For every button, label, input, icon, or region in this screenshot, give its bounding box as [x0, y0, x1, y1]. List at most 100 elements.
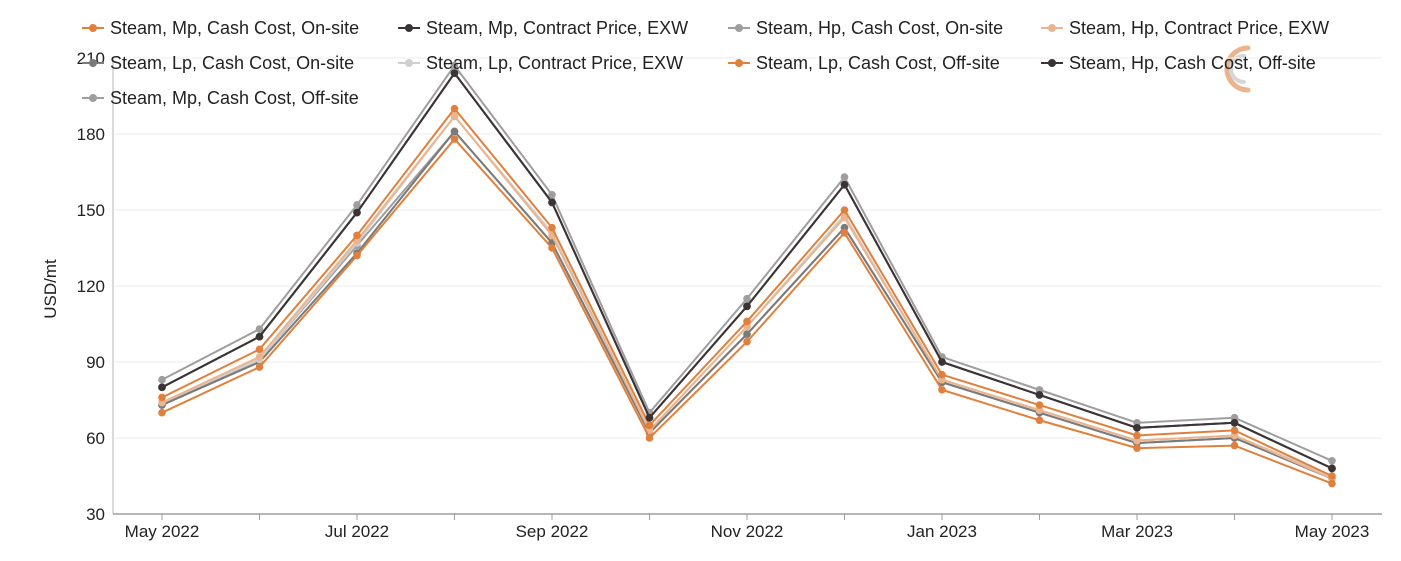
data-point — [743, 330, 751, 338]
data-point — [1035, 401, 1044, 409]
series-line — [158, 69, 1336, 473]
legend-marker-icon — [735, 24, 743, 32]
data-point — [158, 393, 166, 402]
data-point — [548, 244, 556, 252]
legend-marker-icon — [405, 24, 413, 32]
data-point — [645, 434, 654, 442]
data-point — [840, 206, 849, 214]
data-point — [255, 345, 264, 354]
series-path — [161, 137, 1333, 485]
data-point — [353, 201, 361, 209]
data-point — [158, 383, 166, 392]
data-point — [450, 61, 459, 70]
x-tick-label: Sep 2022 — [516, 522, 589, 541]
data-point — [255, 332, 264, 341]
data-point — [1133, 431, 1141, 440]
data-point — [1328, 472, 1336, 480]
legend-item[interactable]: Steam, Hp, Cash Cost, Off-site — [1041, 53, 1316, 73]
y-axis-title: USD/mt — [41, 259, 60, 319]
logo-c-inner-icon — [1229, 54, 1246, 84]
legend-item[interactable]: Steam, Lp, Cash Cost, Off-site — [728, 53, 1000, 73]
x-tick-label: Nov 2022 — [711, 522, 784, 541]
series-line — [158, 104, 1336, 480]
data-point — [548, 191, 556, 199]
x-tick-label: May 2023 — [1295, 522, 1370, 541]
logo-c-icon — [1224, 45, 1251, 93]
legend-marker-icon — [1048, 59, 1056, 67]
logo-watermark — [1224, 45, 1251, 93]
data-point — [1328, 464, 1336, 473]
legend: Steam, Mp, Cash Cost, On-site Steam, Mp, … — [82, 18, 1329, 108]
data-point — [450, 127, 459, 136]
x-tick-label: Jul 2022 — [325, 522, 389, 541]
data-point — [840, 229, 849, 237]
series-line — [158, 61, 1336, 465]
legend-item[interactable]: Steam, Mp, Cash Cost, Off-site — [82, 88, 359, 108]
legend-label: Steam, Mp, Contract Price, EXW — [426, 18, 688, 38]
data-point — [1035, 391, 1044, 399]
y-tick-label: 120 — [77, 277, 105, 296]
legend-label: Steam, Lp, Contract Price, EXW — [426, 53, 683, 73]
data-point — [1035, 416, 1044, 425]
data-point — [938, 358, 946, 366]
x-tick-label: May 2022 — [125, 522, 200, 541]
y-tick-label: 90 — [86, 353, 105, 372]
data-point — [938, 370, 946, 379]
legend-item[interactable]: Steam, Mp, Cash Cost, On-site — [82, 18, 359, 38]
legend-marker-icon — [89, 94, 97, 102]
data-point — [450, 104, 459, 113]
data-point — [645, 421, 654, 430]
y-tick-label: 150 — [77, 201, 105, 220]
data-point — [1133, 444, 1141, 452]
data-point — [840, 213, 849, 222]
series-line — [158, 135, 1336, 488]
data-point — [255, 325, 264, 333]
data-point — [840, 173, 849, 181]
legend-item[interactable]: Steam, Lp, Contract Price, EXW — [398, 53, 683, 73]
legend-item[interactable]: Steam, Mp, Contract Price, EXW — [398, 18, 688, 38]
legend-label: Steam, Hp, Cash Cost, On-site — [756, 18, 1003, 38]
legend-item[interactable]: Steam, Hp, Contract Price, EXW — [1041, 18, 1329, 38]
legend-item[interactable]: Steam, Lp, Cash Cost, On-site — [82, 53, 354, 73]
legend-marker-icon — [405, 59, 413, 67]
data-point — [743, 337, 751, 346]
data-point — [450, 112, 459, 121]
legend-marker-icon — [89, 59, 97, 67]
legend-label: Steam, Lp, Cash Cost, On-site — [110, 53, 354, 73]
y-tick-label: 60 — [86, 429, 105, 448]
legend-label: Steam, Hp, Cash Cost, Off-site — [1069, 53, 1316, 73]
x-tick-label: Mar 2023 — [1101, 522, 1173, 541]
data-point — [353, 251, 361, 260]
data-point — [840, 180, 849, 189]
data-point — [548, 198, 556, 207]
data-point — [255, 353, 264, 361]
legend-marker-icon — [1048, 24, 1056, 32]
data-point — [938, 386, 946, 394]
legend-marker-icon — [89, 24, 97, 32]
data-point — [450, 135, 459, 143]
data-point — [255, 363, 264, 371]
data-point — [1133, 424, 1141, 432]
data-point — [743, 317, 751, 326]
legend-label: Steam, Mp, Cash Cost, On-site — [110, 18, 359, 38]
series-path — [161, 71, 1333, 470]
y-tick-label: 180 — [77, 125, 105, 144]
legend-item[interactable]: Steam, Hp, Cash Cost, On-site — [728, 18, 1003, 38]
data-point — [1230, 441, 1239, 450]
legend-label: Steam, Mp, Cash Cost, Off-site — [110, 88, 359, 108]
data-point — [450, 69, 459, 77]
data-point — [1328, 479, 1336, 488]
series-lines — [158, 61, 1336, 488]
data-point — [743, 294, 751, 303]
x-tick-label: Jan 2023 — [907, 522, 977, 541]
legend-label: Steam, Hp, Contract Price, EXW — [1069, 18, 1329, 38]
data-point — [158, 375, 166, 384]
series-path — [161, 71, 1333, 470]
data-point — [1230, 426, 1239, 435]
data-point — [158, 408, 166, 417]
gridlines — [113, 57, 1382, 439]
legend-label: Steam, Lp, Cash Cost, Off-site — [756, 53, 1000, 73]
data-point — [645, 413, 654, 422]
